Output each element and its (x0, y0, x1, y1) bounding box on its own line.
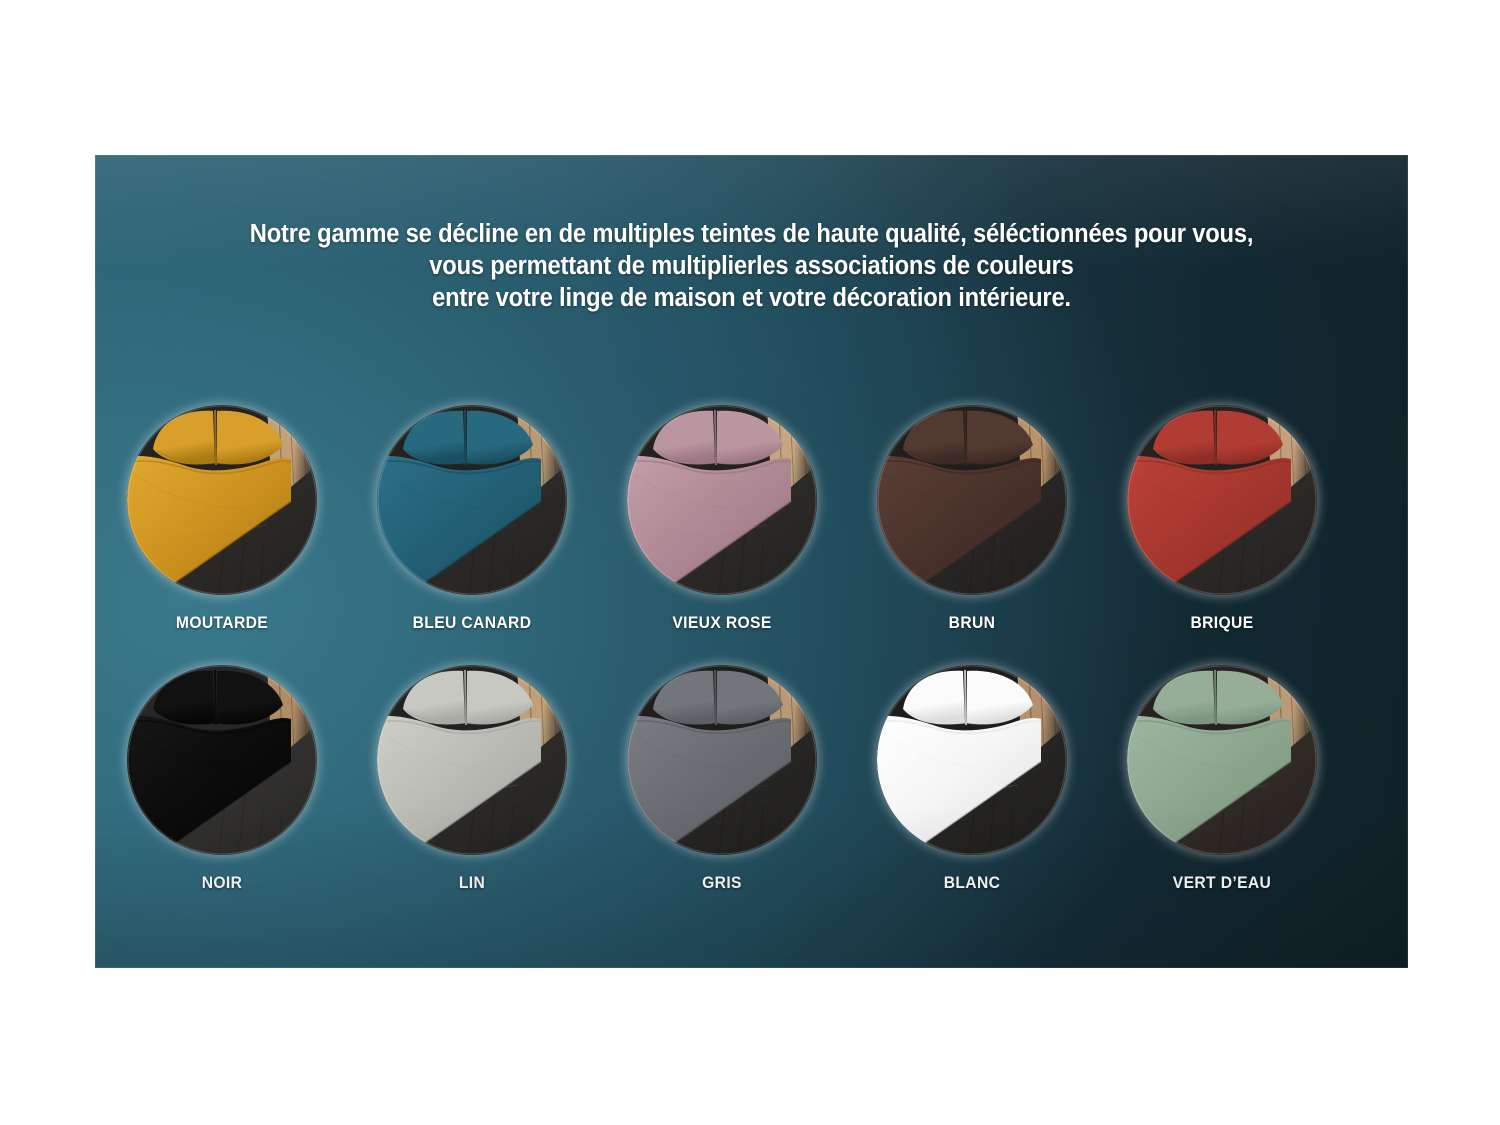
color-swatch-vert-d-eau[interactable]: VERT D’EAU (1097, 651, 1347, 893)
swatch-disc[interactable] (127, 665, 317, 855)
swatch-image-wrap[interactable] (863, 391, 1081, 609)
bed-photo (877, 405, 1067, 595)
bed-photo (877, 665, 1067, 855)
swatch-label: MOUTARDE (175, 613, 269, 632)
swatch-label: BRUN (948, 613, 996, 632)
promo-banner: Notre gamme se décline en de multiples t… (95, 155, 1408, 968)
color-swatch-moutarde[interactable]: MOUTARDE (97, 391, 347, 633)
swatch-image-wrap[interactable] (113, 651, 331, 869)
banner-headline: Notre gamme se décline en de multiples t… (141, 218, 1362, 314)
swatch-disc[interactable] (1127, 405, 1317, 595)
bed-photo (1127, 665, 1317, 855)
color-swatch-brique[interactable]: BRIQUE (1097, 391, 1347, 633)
bed-photo (627, 405, 817, 595)
color-swatch-grid: MOUTARDE (95, 155, 1408, 968)
bed-photo (127, 665, 317, 855)
color-swatch-lin[interactable]: LIN (347, 651, 597, 893)
bed-photo (1127, 405, 1317, 595)
bed-photo (377, 405, 567, 595)
swatch-image-wrap[interactable] (363, 651, 581, 869)
swatch-label: VIEUX ROSE (672, 613, 772, 632)
headline-line-1: Notre gamme se décline en de multiples t… (249, 220, 1254, 248)
color-swatch-noir[interactable]: NOIR (97, 651, 347, 893)
swatch-disc[interactable] (1127, 665, 1317, 855)
bed-photo (127, 405, 317, 595)
swatch-disc[interactable] (377, 665, 567, 855)
swatch-image-wrap[interactable] (1113, 391, 1331, 609)
swatch-image-wrap[interactable] (113, 391, 331, 609)
color-swatch-brun[interactable]: BRUN (847, 391, 1097, 633)
swatch-image-wrap[interactable] (863, 651, 1081, 869)
swatch-label: BLANC (943, 873, 1001, 892)
swatch-label: VERT D’EAU (1172, 873, 1272, 892)
swatch-label: GRIS (702, 873, 742, 892)
color-swatch-blanc[interactable]: BLANC (847, 651, 1097, 893)
headline-line-2: vous permettant de multiplierles associa… (429, 252, 1074, 280)
color-swatch-gris[interactable]: GRIS (597, 651, 847, 893)
bed-photo (627, 665, 817, 855)
swatch-disc[interactable] (877, 665, 1067, 855)
swatch-label: BRIQUE (1190, 613, 1254, 632)
swatch-image-wrap[interactable] (613, 651, 831, 869)
swatch-image-wrap[interactable] (1113, 651, 1331, 869)
bed-photo (377, 665, 567, 855)
swatch-disc[interactable] (627, 405, 817, 595)
swatch-disc[interactable] (377, 405, 567, 595)
color-swatch-bleu-canard[interactable]: BLEU CANARD (347, 391, 597, 633)
headline-line-3: entre votre linge de maison et votre déc… (432, 284, 1071, 312)
color-swatch-vieux-rose[interactable]: VIEUX ROSE (597, 391, 847, 633)
swatch-image-wrap[interactable] (613, 391, 831, 609)
swatch-label: BLEU CANARD (412, 613, 532, 632)
swatch-label: NOIR (201, 873, 243, 892)
swatch-label: LIN (458, 873, 486, 892)
swatch-disc[interactable] (627, 665, 817, 855)
swatch-disc[interactable] (877, 405, 1067, 595)
swatch-image-wrap[interactable] (363, 391, 581, 609)
swatch-disc[interactable] (127, 405, 317, 595)
